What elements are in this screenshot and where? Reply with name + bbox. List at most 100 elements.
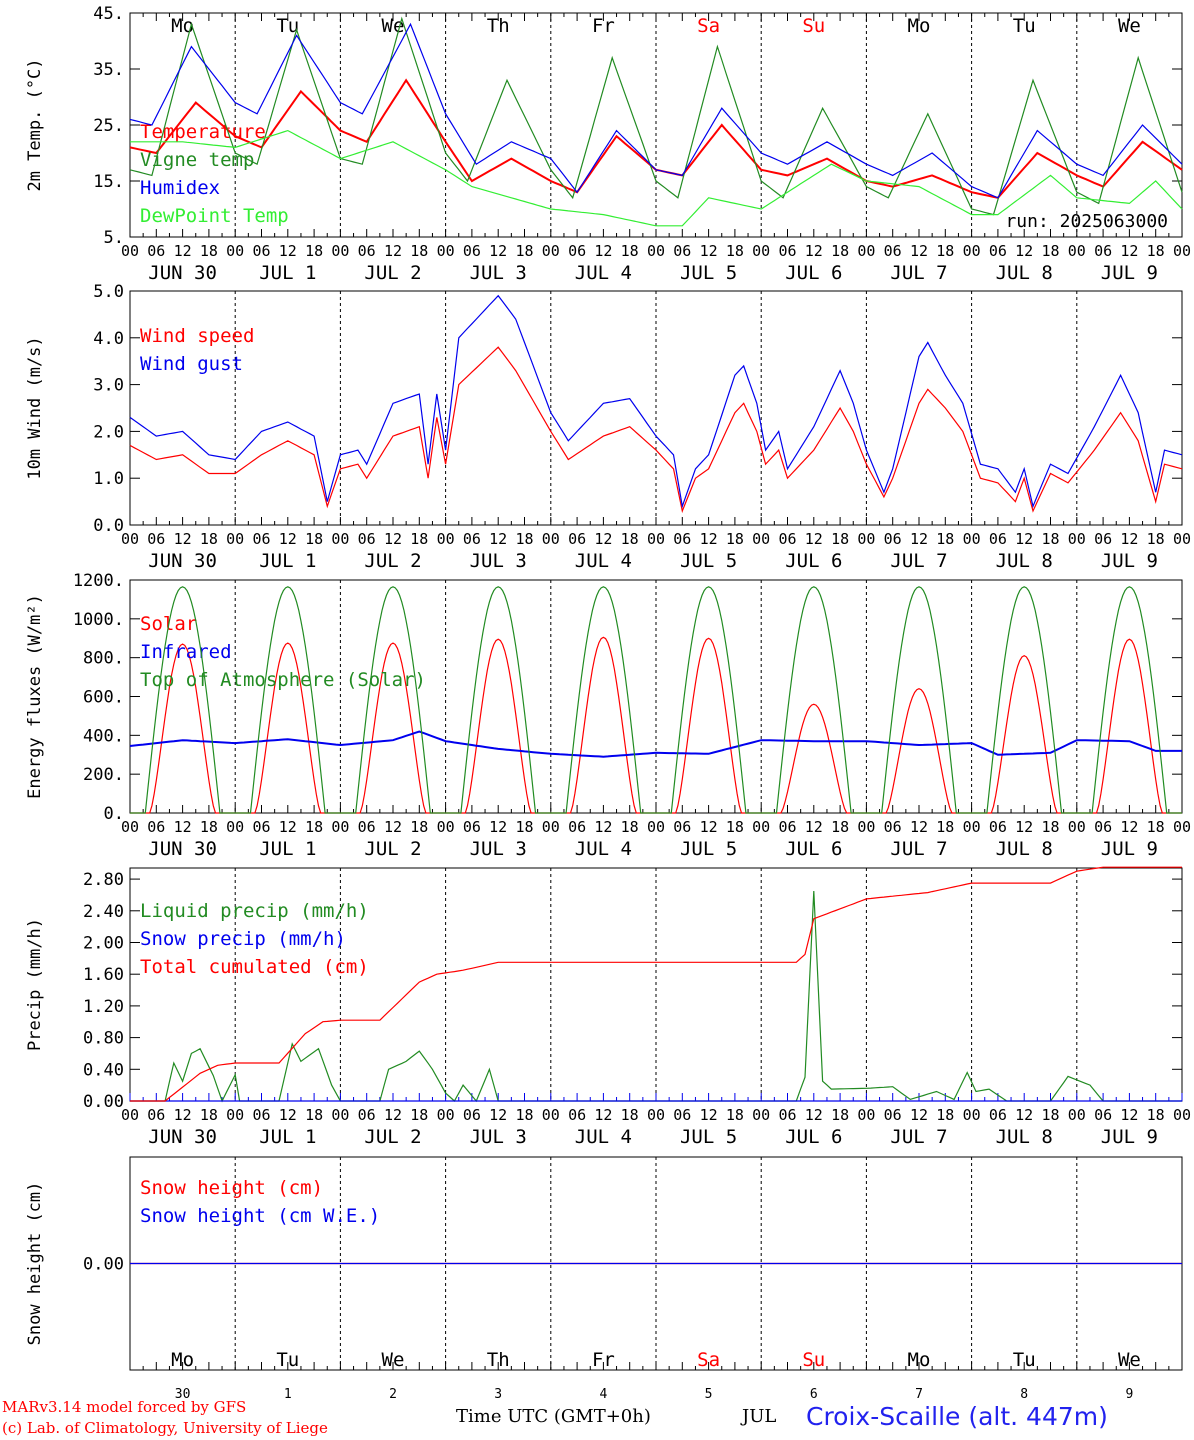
hour-tick-label: 18 — [621, 818, 639, 836]
hour-tick-label: 06 — [1094, 818, 1112, 836]
hour-tick-label: 06 — [778, 818, 796, 836]
hour-tick-label: 12 — [174, 242, 192, 260]
day-name-label: Sa — [697, 15, 720, 37]
hour-tick-label: 00 — [331, 530, 349, 548]
legend-entry-3-1: Snow precip (mm/h) — [140, 928, 346, 950]
hour-tick-label: 18 — [515, 530, 533, 548]
hour-tick-label: 06 — [1094, 242, 1112, 260]
hour-tick-label: 00 — [226, 530, 244, 548]
hour-tick-label: 00 — [331, 1106, 349, 1124]
y-axis-label-4: Snow height (cm) — [25, 1182, 45, 1346]
hour-tick-label: 06 — [568, 1106, 586, 1124]
hour-tick-label: 12 — [594, 242, 612, 260]
date-label: JUL 3 — [470, 550, 527, 572]
day-number-label: 6 — [810, 1387, 818, 1402]
hour-tick-label: 00 — [331, 818, 349, 836]
y-axis-label-2: Energy fluxes (W/m²) — [25, 594, 45, 799]
date-label: JUL 8 — [996, 1126, 1053, 1148]
day-number-label: 9 — [1125, 1387, 1133, 1402]
hour-tick-label: 12 — [700, 818, 718, 836]
hour-tick-label: 18 — [621, 530, 639, 548]
hour-tick-label: 06 — [884, 1106, 902, 1124]
hour-tick-label: 18 — [200, 530, 218, 548]
lab-credit: (c) Lab. of Climatology, University of L… — [2, 1419, 328, 1437]
date-label: JUN 30 — [148, 550, 217, 572]
hour-tick-label: 00 — [1068, 242, 1086, 260]
date-label: JUL 3 — [470, 838, 527, 860]
date-label: JUL 7 — [890, 262, 947, 284]
y-tick-label: 5.0 — [93, 282, 124, 302]
day-number-label: 3 — [494, 1387, 502, 1402]
hour-tick-label: 18 — [305, 1106, 323, 1124]
hour-tick-label: 18 — [726, 242, 744, 260]
hour-tick-label: 06 — [568, 242, 586, 260]
hour-tick-label: 00 — [647, 242, 665, 260]
day-number-label: 1 — [284, 1387, 292, 1402]
hour-tick-label: 12 — [1120, 818, 1138, 836]
series-line-1-0 — [129, 346, 1183, 514]
y-tick-label: 25. — [93, 116, 124, 136]
run-annotation: run: 2025063000 — [1005, 211, 1168, 232]
hour-tick-label: 00 — [121, 242, 139, 260]
hour-tick-label: 06 — [252, 818, 270, 836]
hour-tick-label: 18 — [936, 242, 954, 260]
date-label: JUL 4 — [575, 1126, 632, 1148]
y-tick-label: 200. — [83, 765, 124, 785]
date-label: JUL 6 — [785, 550, 842, 572]
hour-tick-label: 00 — [542, 1106, 560, 1124]
legend-entry-0-1: Vigne temp — [140, 149, 254, 171]
hour-tick-label: 18 — [410, 818, 428, 836]
date-label: JUL 1 — [259, 838, 316, 860]
hour-tick-label: 12 — [279, 242, 297, 260]
hour-tick-label: 00 — [963, 242, 981, 260]
y-tick-label: 0.80 — [83, 1029, 124, 1049]
hour-tick-label: 06 — [778, 242, 796, 260]
date-label: JUN 30 — [148, 1126, 217, 1148]
hour-tick-label: 00 — [437, 530, 455, 548]
hour-tick-label: 06 — [147, 242, 165, 260]
hour-tick-label: 12 — [279, 1106, 297, 1124]
date-label: JUL 8 — [996, 262, 1053, 284]
hour-tick-label: 06 — [778, 1106, 796, 1124]
month-label: JUL — [742, 1406, 777, 1427]
legend-entry-1-1: Wind gust — [140, 353, 243, 375]
hour-tick-label: 12 — [1015, 818, 1033, 836]
hour-tick-label: 12 — [594, 530, 612, 548]
y-tick-label: 2.0 — [93, 422, 124, 442]
hour-tick-label: 18 — [515, 1106, 533, 1124]
y-tick-label: 0.00 — [83, 1255, 124, 1275]
date-label: JUL 6 — [785, 1126, 842, 1148]
hour-tick-label: 12 — [805, 1106, 823, 1124]
day-name-label: Mo — [908, 1349, 931, 1371]
hour-tick-label: 06 — [147, 1106, 165, 1124]
hour-tick-label: 00 — [963, 818, 981, 836]
date-label: JUL 6 — [785, 838, 842, 860]
date-label: JUL 9 — [1101, 1126, 1158, 1148]
legend-entry-3-2: Total cumulated (cm) — [140, 956, 369, 978]
series-line-1-1 — [129, 294, 1183, 509]
hour-tick-label: 18 — [1041, 242, 1059, 260]
hour-tick-label: 00 — [437, 242, 455, 260]
date-label: JUL 2 — [364, 1126, 421, 1148]
hour-tick-label: 06 — [358, 242, 376, 260]
hour-tick-label: 06 — [778, 530, 796, 548]
hour-tick-label: 06 — [147, 530, 165, 548]
hour-tick-label: 00 — [752, 530, 770, 548]
day-name-label: We — [1118, 15, 1141, 37]
hour-tick-label: 18 — [305, 242, 323, 260]
hour-tick-label: 12 — [805, 818, 823, 836]
hour-tick-label: 06 — [884, 530, 902, 548]
hour-tick-label: 18 — [410, 1106, 428, 1124]
hour-tick-label: 06 — [147, 818, 165, 836]
date-label: JUL 4 — [575, 550, 632, 572]
hour-tick-label: 00 — [121, 530, 139, 548]
hour-tick-label: 12 — [1120, 242, 1138, 260]
hour-tick-label: 12 — [1015, 1106, 1033, 1124]
y-tick-label: 0.00 — [83, 1092, 124, 1112]
hour-tick-label: 18 — [936, 818, 954, 836]
day-number-label: 7 — [915, 1387, 923, 1402]
legend-entry-2-1: Infrared — [140, 641, 232, 663]
hour-tick-label: 12 — [700, 242, 718, 260]
series-line-2-1 — [129, 730, 1182, 758]
